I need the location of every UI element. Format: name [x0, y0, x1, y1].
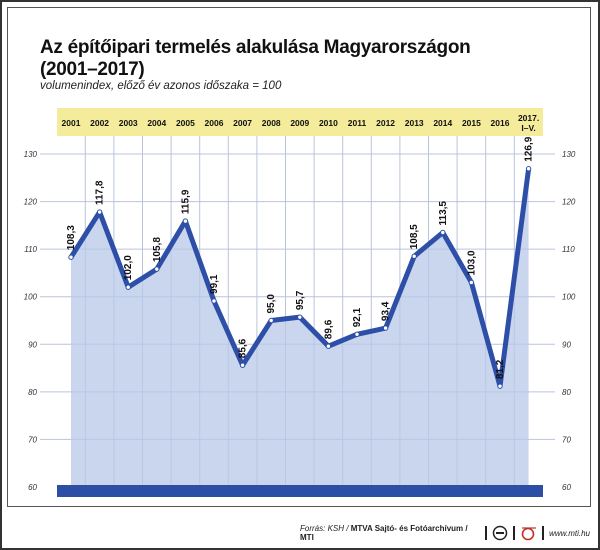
data-point-marker [382, 325, 389, 331]
y-tick-label-right: 110 [562, 245, 575, 254]
x-tick-label: 2013 [405, 118, 424, 128]
website-link[interactable]: www.mti.hu [549, 528, 590, 538]
y-tick-label-left: 90 [28, 340, 37, 349]
source-agency: MTVA Sajtó- és Fotóarchívum / MTI [300, 524, 468, 542]
data-point-marker [268, 317, 274, 324]
divider [542, 526, 545, 540]
divider [484, 526, 487, 540]
data-point-marker [154, 266, 160, 272]
x-tick-label: 2006 [205, 118, 224, 128]
data-point-marker [125, 284, 131, 290]
chart-subtitle: volumenindex, előző év azonos időszaka =… [40, 80, 282, 92]
x-tick-label: 2011 [348, 118, 367, 128]
y-tick-label-right: 120 [562, 198, 576, 207]
data-point-marker [239, 362, 246, 368]
x-tick-label: 2001 [62, 118, 81, 128]
x-tick-label: 2007 [233, 118, 252, 128]
data-value-label: 81,2 [495, 359, 506, 379]
y-tick-label-right: 90 [562, 340, 571, 349]
x-tick-label: I–V. [521, 123, 535, 133]
x-tick-label: 2008 [262, 118, 281, 128]
baseline-bar [57, 485, 543, 497]
y-tick-label-right: 130 [562, 150, 576, 159]
x-tick-label: 2017. [518, 113, 539, 123]
source-prefix: Forrás: KSH / [300, 524, 351, 533]
data-value-label: 103,0 [466, 250, 477, 275]
y-tick-label-left: 70 [28, 435, 37, 444]
data-point-marker [497, 383, 503, 389]
chart-panel [7, 7, 591, 507]
y-tick-label-right: 60 [562, 483, 571, 492]
data-value-label: 113,5 [438, 201, 449, 226]
mtva-logo-icon [492, 525, 508, 541]
x-tick-label: 2010 [319, 118, 338, 128]
data-point-marker [325, 343, 332, 349]
data-point-marker [182, 218, 189, 224]
data-value-label: 102,0 [123, 255, 134, 280]
y-tick-label-left: 120 [24, 198, 38, 207]
data-point-marker [68, 254, 74, 260]
year-header-band [57, 108, 543, 136]
data-point-marker [525, 166, 532, 172]
data-value-label: 99,1 [209, 274, 220, 294]
x-tick-label: 2012 [376, 118, 395, 128]
x-tick-label: 2014 [433, 118, 452, 128]
x-tick-label: 2004 [147, 118, 166, 128]
title-line-2: (2001–2017) [40, 59, 145, 80]
data-value-label: 108,5 [409, 224, 420, 249]
area-fill [71, 168, 529, 488]
mti-logo-icon [521, 527, 536, 541]
y-tick-label-right: 80 [562, 388, 571, 397]
data-value-label: 89,6 [323, 319, 334, 339]
data-point-marker [411, 253, 417, 259]
y-tick-label-left: 100 [24, 293, 38, 302]
y-tick-label-right: 100 [562, 293, 576, 302]
data-value-label: 126,9 [524, 136, 535, 161]
data-point-marker [297, 314, 303, 320]
y-tick-label-right: 70 [562, 435, 571, 444]
y-tick-label-left: 60 [28, 483, 37, 492]
data-point-marker [96, 209, 103, 215]
divider [512, 526, 515, 540]
data-point-marker [354, 331, 360, 337]
data-value-label: 117,8 [95, 180, 106, 205]
data-point-marker [440, 229, 446, 236]
x-tick-label: 2003 [119, 118, 138, 128]
x-tick-label: 2016 [491, 118, 510, 128]
data-point-marker [468, 279, 475, 286]
chart-title: Az építőipari termelés alakulása Magyaro… [40, 37, 471, 81]
data-value-label: 85,6 [238, 338, 249, 358]
x-tick-label: 2015 [462, 118, 481, 128]
title-line-1: Az építőipari termelés alakulása Magyaro… [40, 37, 471, 58]
y-tick-label-left: 80 [28, 388, 37, 397]
y-tick-label-left: 130 [24, 150, 38, 159]
x-tick-label: 2005 [176, 118, 195, 128]
data-value-label: 92,1 [352, 307, 363, 327]
data-point-marker [211, 298, 217, 304]
footer: Forrás: KSH / MTVA Sajtó- és Fotóarchívu… [300, 524, 590, 542]
x-tick-label: 2002 [90, 118, 109, 128]
data-value-label: 95,0 [266, 294, 277, 314]
data-value-label: 115,9 [180, 189, 191, 214]
y-tick-label-left: 110 [24, 245, 37, 254]
data-value-label: 108,3 [66, 225, 77, 250]
data-value-label: 93,4 [381, 301, 392, 321]
data-value-label: 105,8 [152, 237, 163, 262]
source-text: Forrás: KSH / MTVA Sajtó- és Fotóarchívu… [300, 524, 480, 542]
data-value-label: 95,7 [295, 290, 306, 310]
x-tick-label: 2009 [290, 118, 309, 128]
